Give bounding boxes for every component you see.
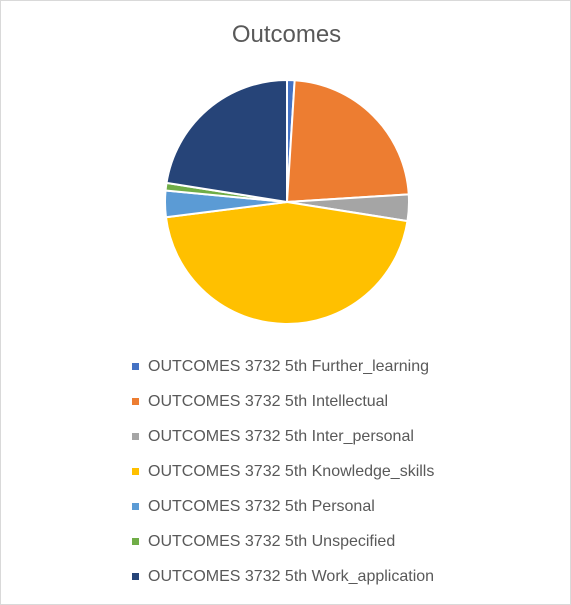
legend-label: OUTCOMES 3732 5th Personal	[148, 497, 375, 515]
legend-swatch	[132, 468, 139, 475]
pie-slice-knowledge-skills	[164, 201, 409, 326]
legend-swatch	[132, 433, 139, 440]
legend: OUTCOMES 3732 5th Further_learning OUTCOM…	[132, 349, 434, 594]
legend-swatch	[132, 398, 139, 405]
legend-item: OUTCOMES 3732 5th Knowledge_skills	[132, 454, 434, 489]
legend-label: OUTCOMES 3732 5th Unspecified	[148, 532, 396, 550]
legend-label: OUTCOMES 3732 5th Further_learning	[148, 357, 430, 375]
legend-item: OUTCOMES 3732 5th Intellectual	[132, 384, 434, 419]
legend-item: OUTCOMES 3732 5th Personal	[132, 489, 434, 524]
legend-item: OUTCOMES 3732 5th Unspecified	[132, 524, 434, 559]
legend-item: OUTCOMES 3732 5th Work_application	[132, 559, 434, 594]
pie-slice-intellectual	[286, 79, 410, 203]
pie-slice-work-application	[165, 79, 288, 203]
legend-swatch	[132, 363, 139, 370]
legend-swatch	[132, 538, 139, 545]
pie-chart	[164, 78, 410, 326]
legend-label: OUTCOMES 3732 5th Knowledge_skills	[148, 462, 435, 480]
chart-title: Outcomes	[231, 21, 342, 48]
legend-label: OUTCOMES 3732 5th Intellectual	[148, 392, 389, 410]
legend-item: OUTCOMES 3732 5th Inter_personal	[132, 419, 434, 454]
legend-item: OUTCOMES 3732 5th Further_learning	[132, 349, 434, 384]
legend-label: OUTCOMES 3732 5th Inter_personal	[148, 427, 414, 445]
legend-swatch	[132, 503, 139, 510]
legend-label: OUTCOMES 3732 5th Work_application	[148, 567, 435, 585]
legend-swatch	[132, 573, 139, 580]
